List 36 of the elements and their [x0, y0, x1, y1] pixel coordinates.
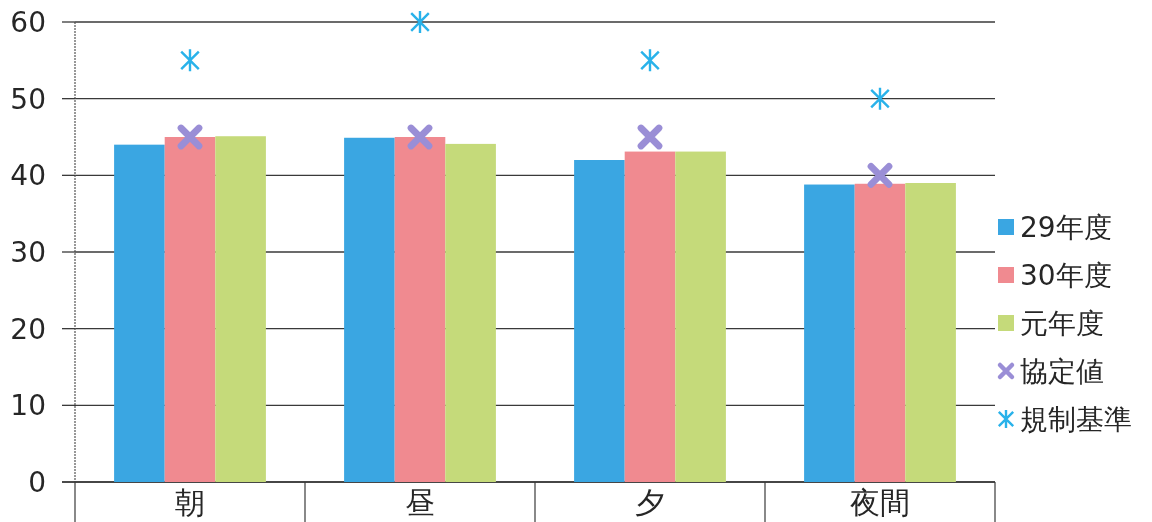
bar: [445, 143, 496, 482]
bar: [905, 183, 956, 482]
y-tick-label: 20: [10, 312, 46, 346]
point: [410, 12, 430, 32]
bar: [164, 137, 216, 482]
legend-label: 元年度: [1020, 307, 1104, 340]
x-tick-label: 朝: [175, 485, 205, 520]
bar: [675, 151, 726, 482]
y-tick-label: 0: [28, 466, 46, 499]
point: [640, 50, 660, 71]
bar: [624, 151, 676, 482]
bar: [854, 183, 906, 482]
y-tick-label: 60: [10, 6, 46, 39]
point: [637, 124, 663, 150]
y-tick-label: 50: [10, 82, 46, 116]
legend-label: 規制基準: [1020, 403, 1132, 436]
x-tick-label: 昼: [405, 485, 435, 520]
bar: [114, 144, 165, 482]
point: [180, 50, 200, 71]
point: [867, 162, 893, 188]
legend-label: 協定値: [1020, 355, 1104, 388]
bar: [215, 136, 266, 482]
point: [177, 124, 203, 150]
x-tick-label: 夜間: [850, 485, 910, 520]
y-tick-label: 30: [10, 236, 46, 269]
bar: [394, 137, 446, 482]
bar: [574, 160, 625, 482]
bar: [804, 184, 855, 482]
x-tick-label: 夕: [635, 485, 665, 520]
y-tick-label: 10: [10, 389, 46, 423]
y-tick-label: 40: [10, 159, 46, 193]
legend-label: 30年度: [1020, 259, 1112, 292]
legend-label: 29年度: [1020, 211, 1112, 244]
point: [870, 88, 890, 109]
point: [407, 124, 433, 150]
bar: [344, 137, 395, 482]
